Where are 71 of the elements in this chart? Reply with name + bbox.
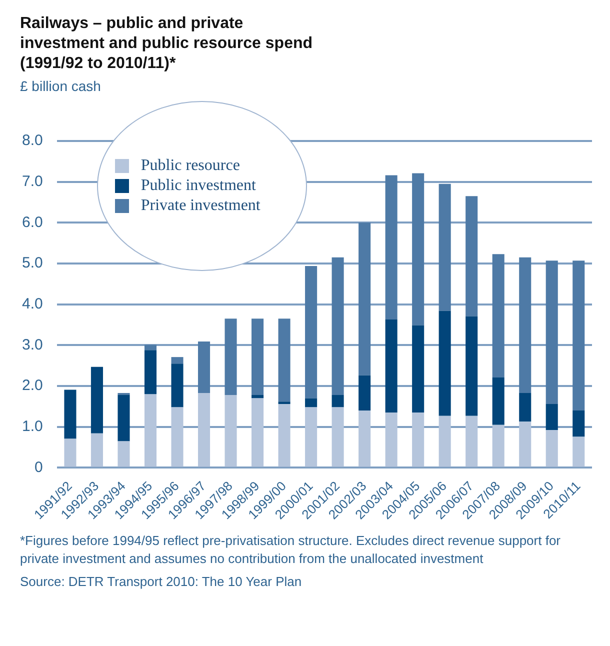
bar bbox=[358, 410, 371, 467]
y-tick-label: 3.0 bbox=[22, 336, 43, 354]
bar bbox=[144, 394, 157, 467]
y-tick-label: 6.0 bbox=[22, 214, 43, 231]
bar bbox=[519, 393, 532, 422]
bar bbox=[252, 318, 264, 396]
bar bbox=[572, 410, 585, 437]
bar bbox=[305, 407, 318, 467]
bar bbox=[466, 196, 478, 316]
bar bbox=[252, 398, 264, 467]
bar bbox=[385, 319, 398, 413]
bar bbox=[198, 393, 210, 467]
bar bbox=[438, 184, 451, 311]
bar bbox=[144, 350, 157, 394]
bar bbox=[171, 357, 184, 364]
bar bbox=[412, 173, 424, 326]
legend-label: Private investment bbox=[140, 197, 260, 215]
y-tick-label: 2.0 bbox=[22, 377, 43, 394]
bar bbox=[385, 175, 398, 320]
bar bbox=[118, 395, 130, 442]
bar bbox=[385, 412, 398, 467]
y-tick-label: 1.0 bbox=[22, 418, 43, 436]
bar bbox=[572, 260, 585, 411]
bar bbox=[278, 402, 290, 404]
bar bbox=[90, 366, 104, 434]
bar bbox=[492, 377, 504, 425]
bar bbox=[546, 260, 558, 404]
text: *Figures before 1994/95 reflect pre-privatisation structure. Excludes direct revenue support for private investment and assumes no contribution from the unallocated investment bbox=[19, 532, 562, 568]
bar bbox=[224, 318, 237, 396]
chart-title: Railways – public and private investment and public resource spend (1991/92 to 2010/11)* bbox=[19, 14, 314, 74]
bar bbox=[171, 407, 184, 467]
y-tick-label: 5.0 bbox=[22, 254, 43, 272]
bar bbox=[278, 404, 290, 467]
bar bbox=[64, 390, 76, 439]
bar bbox=[305, 266, 318, 398]
bar bbox=[466, 316, 478, 416]
bar bbox=[224, 395, 237, 467]
bar bbox=[332, 257, 344, 396]
y-tick-label: 0 bbox=[34, 458, 43, 476]
bar bbox=[546, 404, 558, 430]
bar bbox=[546, 430, 558, 467]
y-axis-title: £ billion cash bbox=[19, 77, 102, 96]
legend-label: Public investment bbox=[140, 177, 256, 195]
bar bbox=[252, 395, 264, 398]
bar bbox=[492, 424, 504, 467]
bar bbox=[492, 254, 504, 378]
y-tick-label: 8.0 bbox=[22, 132, 43, 150]
bar bbox=[332, 395, 344, 408]
legend-label: Public resource bbox=[140, 157, 240, 175]
bar bbox=[171, 364, 184, 408]
bar bbox=[358, 222, 371, 376]
bar bbox=[198, 342, 210, 393]
bar bbox=[144, 344, 157, 350]
bar bbox=[519, 257, 532, 393]
bar bbox=[90, 433, 104, 467]
bar bbox=[572, 436, 585, 467]
bar bbox=[64, 438, 76, 467]
bar bbox=[519, 422, 532, 467]
bar bbox=[332, 407, 344, 467]
source-note: Source: DETR Transport 2010: The 10 Year Plan bbox=[19, 573, 303, 591]
bar bbox=[305, 398, 318, 408]
bar bbox=[118, 441, 130, 467]
bar bbox=[438, 310, 451, 416]
bar bbox=[358, 375, 371, 411]
bar bbox=[278, 318, 290, 402]
y-tick-label: 4.0 bbox=[22, 296, 43, 313]
bar bbox=[412, 325, 424, 413]
y-tick-label: 7.0 bbox=[22, 172, 43, 190]
bar bbox=[412, 412, 424, 467]
bar bbox=[438, 416, 451, 467]
bar bbox=[466, 416, 478, 467]
